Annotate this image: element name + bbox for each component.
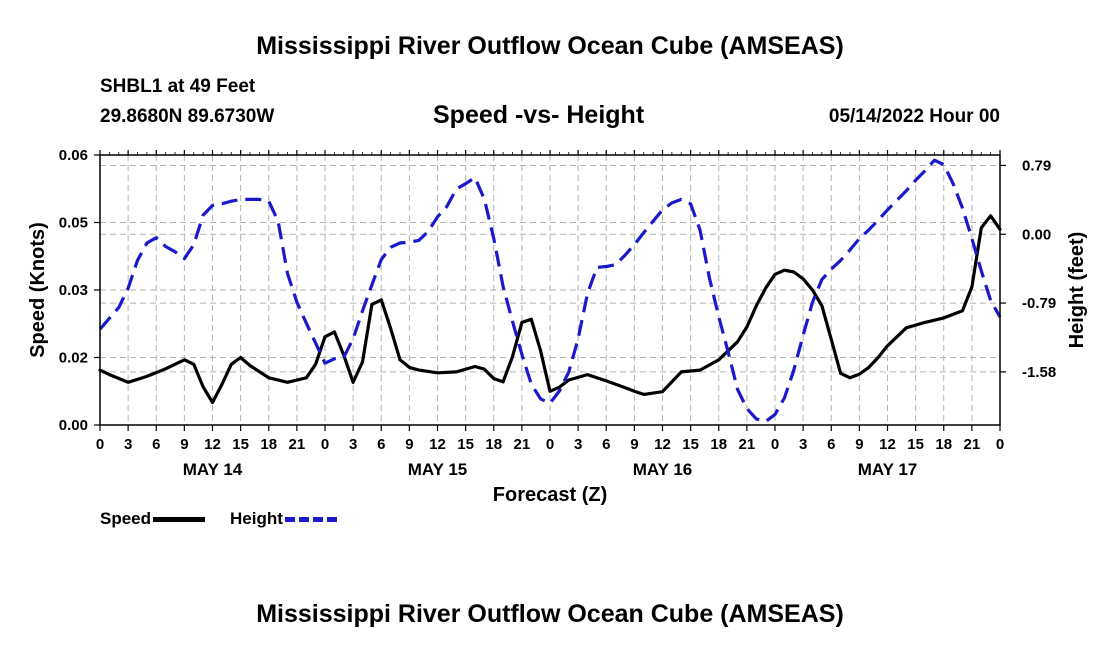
station-label: SHBL1 at 49 Feet	[100, 76, 256, 97]
x-tick-label: 12	[654, 436, 671, 453]
y-tick-label: 0.02	[59, 350, 88, 367]
y-tick-label: 0.03	[59, 282, 88, 299]
x-tick-label: 0	[996, 436, 1004, 453]
x-tick-label: 15	[682, 436, 699, 453]
x-tick-label: 3	[124, 436, 132, 453]
x-tick-label: 21	[964, 436, 981, 453]
y-tick-label: 0.00	[59, 417, 88, 434]
y-axis-label: Speed (Knots)	[27, 222, 49, 358]
coordinates-label: 29.8680N 89.6730W	[100, 106, 275, 127]
legend-height-swatch	[284, 517, 337, 523]
x-tick-label: 0	[546, 436, 554, 453]
x-tick-label: 9	[405, 436, 413, 453]
x-tick-label: 9	[855, 436, 863, 453]
x-tick-label: 9	[180, 436, 188, 453]
y-tick-label: 0.06	[59, 147, 88, 164]
day-label: MAY 15	[408, 460, 468, 479]
x-tick-label: 0	[771, 436, 779, 453]
y-tick-label: 0.05	[59, 215, 88, 232]
x-tick-label: 15	[457, 436, 474, 453]
x-tick-label: 12	[429, 436, 446, 453]
x-tick-label: 18	[260, 436, 277, 453]
y2-tick-label: -1.58	[1022, 364, 1056, 381]
x-tick-label: 3	[349, 436, 357, 453]
x-axis-label: Forecast (Z)	[493, 484, 607, 506]
x-tick-label: 0	[321, 436, 329, 453]
x-tick-label: 15	[907, 436, 924, 453]
height-series-line	[98, 158, 1002, 424]
axes: 0 3 6 9 12 15 18 21 0 3 6 9 12 15 18 21 0 3 6 9 12 15 18 21 0 3 6 9…	[59, 147, 1056, 479]
x-tick-label: 6	[377, 436, 385, 453]
x-tick-label: 18	[935, 436, 952, 453]
footer-title: Mississippi River Outflow Ocean Cube (AM…	[256, 600, 844, 628]
x-tick-label: 6	[152, 436, 160, 453]
x-tick-label: 15	[232, 436, 249, 453]
x-tick-label: 18	[485, 436, 502, 453]
legend-height-label: Height	[230, 509, 283, 528]
legend-speed: Speed	[100, 509, 206, 529]
x-tick-label: 3	[799, 436, 807, 453]
x-tick-label: 3	[574, 436, 582, 453]
x-tick-label: 9	[630, 436, 638, 453]
y2-tick-label: -0.79	[1022, 295, 1056, 312]
chart-subtitle: Speed -vs- Height	[433, 101, 645, 129]
x-tick-label: 12	[879, 436, 896, 453]
chart-title: Mississippi River Outflow Ocean Cube (AM…	[256, 32, 844, 60]
day-label: MAY 17	[858, 460, 918, 479]
legend-height: Height	[230, 509, 337, 529]
forecast-datetime: 05/14/2022 Hour 00	[828, 106, 1000, 127]
legend-speed-swatch	[153, 517, 206, 523]
series-layer	[98, 158, 1002, 424]
day-label: MAY 14	[183, 460, 243, 479]
y2-axis-label: Height (feet)	[1066, 232, 1088, 349]
grid	[100, 155, 1000, 425]
legend-speed-label: Speed	[100, 509, 152, 528]
x-tick-label: 0	[96, 436, 104, 453]
x-tick-label: 21	[739, 436, 756, 453]
x-tick-label: 21	[289, 436, 306, 453]
day-label: MAY 16	[633, 460, 693, 479]
x-tick-label: 12	[204, 436, 221, 453]
x-tick-label: 18	[710, 436, 727, 453]
x-tick-label: 6	[827, 436, 835, 453]
y2-tick-label: 0.79	[1022, 157, 1051, 174]
y2-tick-label: 0.00	[1022, 226, 1051, 243]
x-tick-label: 21	[514, 436, 531, 453]
x-tick-label: 6	[602, 436, 610, 453]
speed-series-line	[98, 214, 1002, 405]
